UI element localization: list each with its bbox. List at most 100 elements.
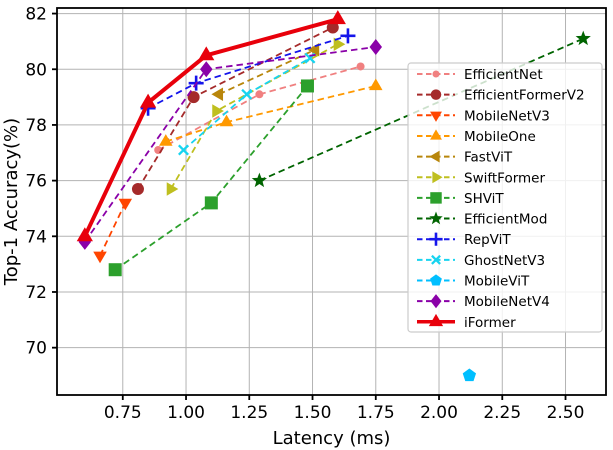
data-point bbox=[118, 198, 133, 211]
data-point bbox=[255, 90, 264, 99]
data-point bbox=[219, 114, 234, 127]
data-point bbox=[333, 37, 346, 51]
series-iformer bbox=[76, 10, 346, 242]
legend-label: EfficientFormerV2 bbox=[464, 88, 585, 104]
legend-item-swiftformer: SwiftFormer bbox=[417, 170, 545, 186]
data-point bbox=[369, 78, 383, 91]
data-point bbox=[241, 88, 253, 100]
legend-marker-diamond-icon bbox=[430, 294, 442, 309]
x-tick-label: 1.50 bbox=[294, 403, 332, 423]
data-point bbox=[356, 62, 365, 71]
data-point bbox=[76, 227, 93, 242]
legend-marker-triangle-right-icon bbox=[432, 171, 443, 184]
legend-item-ghostnetv3: GhostNetV3 bbox=[417, 253, 545, 269]
data-point bbox=[575, 30, 591, 46]
legend-item-fastvit: FastViT bbox=[417, 150, 513, 166]
series-mobilevit bbox=[462, 368, 477, 382]
data-point bbox=[329, 10, 346, 25]
x-tick-label: 1.00 bbox=[167, 403, 205, 423]
data-point bbox=[462, 368, 477, 382]
legend-label: iFormer bbox=[464, 315, 516, 331]
legend-item-mobilevit: MobileViT bbox=[417, 274, 530, 290]
x-tick-label: 2.25 bbox=[483, 403, 521, 423]
data-point bbox=[340, 28, 356, 44]
legend-item-shvit: SHViT bbox=[417, 191, 504, 207]
tick-labels: 0.75 1.00 1.25 1.50 1.75 2.00 2.25 2.50 70 72 74 76… bbox=[25, 5, 584, 423]
data-point bbox=[139, 93, 157, 108]
legend-label: MobileNetV4 bbox=[464, 294, 550, 310]
data-point bbox=[159, 134, 173, 146]
legend-marker-triangle-up-icon bbox=[428, 313, 444, 327]
legend: EfficientNet EfficientFormerV2 MobileNetV3… bbox=[407, 62, 603, 333]
legend-label: RepViT bbox=[464, 232, 511, 248]
data-point bbox=[108, 263, 122, 277]
y-axis-label: Top-1 Accuracy(%) bbox=[1, 118, 22, 286]
legend-label: MobileNetV3 bbox=[464, 108, 550, 124]
data-point bbox=[211, 87, 224, 102]
data-point bbox=[187, 91, 200, 104]
legend-label: FastViT bbox=[464, 150, 513, 166]
legend-marker-triangle-up-icon bbox=[430, 129, 442, 140]
data-point bbox=[369, 38, 383, 55]
y-tick-label: 78 bbox=[25, 116, 47, 136]
data-point bbox=[204, 196, 218, 210]
legend-item-iformer: iFormer bbox=[417, 313, 516, 331]
legend-marker-plus-icon bbox=[429, 232, 443, 246]
y-tick-label: 70 bbox=[25, 339, 47, 359]
data-point bbox=[166, 182, 179, 196]
legend-marker-x-icon bbox=[431, 254, 441, 265]
legend-marker-square-icon bbox=[430, 192, 442, 204]
legend-marker-triangle-left-icon bbox=[429, 150, 440, 163]
legend-label: SwiftFormer bbox=[464, 170, 545, 186]
tick-marks bbox=[52, 12, 567, 400]
y-tick-label: 72 bbox=[25, 283, 47, 303]
data-point bbox=[300, 79, 314, 93]
legend-marker-pentagon-icon bbox=[430, 274, 442, 286]
legend-marker-star-icon bbox=[429, 211, 443, 225]
legend-item-mobilenetv3: MobileNetV3 bbox=[417, 108, 550, 124]
data-point bbox=[326, 21, 339, 34]
series-mobileone bbox=[159, 78, 383, 146]
series-mobilenetv3 bbox=[93, 198, 133, 264]
y-tick-label: 74 bbox=[25, 227, 47, 247]
x-axis-label: Latency (ms) bbox=[273, 428, 391, 449]
series-efficientformerv2 bbox=[131, 21, 339, 195]
legend-label: GhostNetV3 bbox=[464, 253, 545, 269]
legend-marker-circle-icon bbox=[432, 70, 440, 78]
data-point bbox=[198, 46, 215, 61]
data-point bbox=[131, 182, 144, 195]
series-ghostnetv3 bbox=[178, 52, 316, 156]
x-tick-label: 0.75 bbox=[104, 403, 142, 423]
data-point bbox=[212, 104, 224, 118]
legend-label: SHViT bbox=[464, 191, 504, 207]
x-tick-label: 1.75 bbox=[357, 403, 395, 423]
legend-item-repvit: RepViT bbox=[417, 232, 511, 248]
series-efficientmod bbox=[251, 30, 591, 188]
series-shvit bbox=[108, 79, 314, 277]
data-point bbox=[93, 251, 107, 264]
y-tick-label: 82 bbox=[25, 5, 47, 25]
legend-item-mobileone: MobileOne bbox=[417, 129, 536, 145]
plot-frame bbox=[56, 7, 607, 396]
legend-label: EfficientNet bbox=[464, 67, 543, 83]
x-tick-label: 2.00 bbox=[420, 403, 458, 423]
legend-label: EfficientMod bbox=[464, 212, 547, 228]
data-point bbox=[251, 172, 267, 188]
series-efficientnet bbox=[154, 62, 365, 154]
data-point bbox=[200, 61, 213, 78]
legend-label: MobileOne bbox=[464, 129, 536, 145]
legend-label: MobileViT bbox=[464, 274, 530, 290]
legend-item-efficientnet: EfficientNet bbox=[417, 67, 543, 83]
legend-item-efficientmod: EfficientMod bbox=[417, 211, 547, 228]
legend-item-mobilenetv4: MobileNetV4 bbox=[417, 294, 550, 310]
data-point bbox=[178, 144, 189, 156]
series-swiftformer bbox=[166, 37, 346, 196]
x-tick-label: 2.50 bbox=[547, 403, 585, 423]
legend-marker-triangle-down-icon bbox=[430, 111, 442, 122]
y-tick-label: 80 bbox=[25, 60, 47, 80]
legend-item-efficientformerv2: EfficientFormerV2 bbox=[417, 88, 585, 104]
x-tick-label: 1.25 bbox=[230, 403, 268, 423]
legend-marker-circle-icon bbox=[430, 89, 442, 100]
